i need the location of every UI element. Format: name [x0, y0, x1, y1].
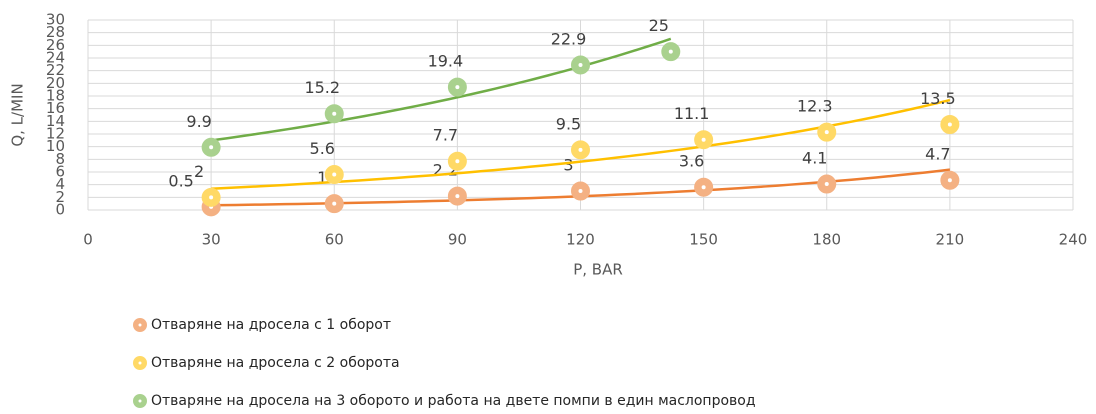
data-label: 25	[649, 16, 669, 35]
point-center	[824, 130, 829, 135]
data-label: 7.7	[433, 126, 458, 145]
data-label: 3	[563, 156, 573, 175]
data-label: 22.9	[551, 29, 587, 48]
x-tick-label: 120	[566, 231, 595, 249]
y-tick-label: 26	[46, 36, 65, 54]
point-center	[455, 159, 460, 164]
data-label: 2	[194, 162, 204, 181]
data-label: 4.7	[925, 145, 950, 164]
y-tick-label: 2	[55, 188, 65, 206]
x-tick-label: 90	[448, 231, 467, 249]
point-center	[332, 111, 337, 116]
y-tick-label: 22	[46, 61, 65, 79]
legend-marker-center	[138, 323, 142, 327]
y-axis-label: Q, L/MIN	[9, 83, 27, 146]
y-tick-label: 10	[46, 137, 65, 155]
data-label: 9.5	[556, 114, 581, 133]
point-center	[701, 185, 706, 190]
legend-label: Отваряне на дросела на 3 оборото и работ…	[151, 393, 756, 409]
data-label: 9.9	[186, 112, 211, 131]
point-center	[209, 145, 214, 150]
data-label: 5.6	[310, 139, 335, 158]
x-tick-label: 0	[83, 231, 93, 249]
x-axis-label: P, BAR	[573, 261, 623, 279]
point-center	[209, 195, 214, 200]
data-label: 1	[317, 168, 327, 187]
x-tick-label: 180	[812, 231, 841, 249]
point-center	[701, 137, 706, 142]
data-label: 19.4	[428, 52, 464, 71]
data-label: 11.1	[674, 104, 710, 123]
y-tick-label: 8	[55, 150, 65, 168]
point-center	[578, 189, 583, 193]
point-center	[947, 122, 952, 127]
point-center	[824, 182, 829, 187]
point-center	[332, 172, 337, 177]
trendline	[210, 37, 672, 142]
x-tick-label: 210	[936, 231, 965, 249]
data-label: 0.5	[168, 171, 193, 190]
y-tick-label: 30	[46, 11, 65, 29]
point-center	[332, 201, 337, 206]
y-tick-label: 20	[46, 74, 65, 92]
point-center	[578, 147, 583, 152]
y-tick-label: 24	[46, 49, 65, 67]
x-tick-label: 150	[689, 231, 718, 249]
y-tick-label: 16	[46, 99, 65, 117]
x-tick-label: 60	[325, 231, 344, 249]
legend-marker-center	[138, 399, 142, 403]
data-label: 12.3	[797, 97, 833, 116]
y-tick-label: 0	[55, 201, 65, 219]
data-label: 15.2	[304, 78, 340, 97]
point-center	[455, 85, 460, 90]
point-center	[947, 178, 952, 183]
y-tick-label: 14	[46, 112, 65, 130]
data-label: 13.5	[920, 89, 956, 108]
point-center	[668, 49, 673, 54]
data-label: 3.6	[679, 152, 704, 171]
point-center	[578, 62, 583, 67]
y-tick-label: 12	[46, 125, 65, 143]
point-center	[455, 194, 460, 199]
legend-marker-center	[138, 361, 142, 365]
x-tick-label: 30	[202, 231, 221, 249]
y-tick-label: 18	[46, 87, 65, 105]
data-label: 4.1	[802, 149, 827, 168]
y-tick-label: 6	[55, 163, 65, 181]
legend-label: Отваряне на дросела с 2 оборота	[151, 355, 400, 371]
y-tick-label: 28	[46, 23, 65, 41]
y-tick-label: 4	[55, 175, 65, 193]
x-tick-label: 240	[1059, 231, 1088, 249]
legend-label: Отваряне на дросела с 1 оборот	[151, 317, 391, 333]
